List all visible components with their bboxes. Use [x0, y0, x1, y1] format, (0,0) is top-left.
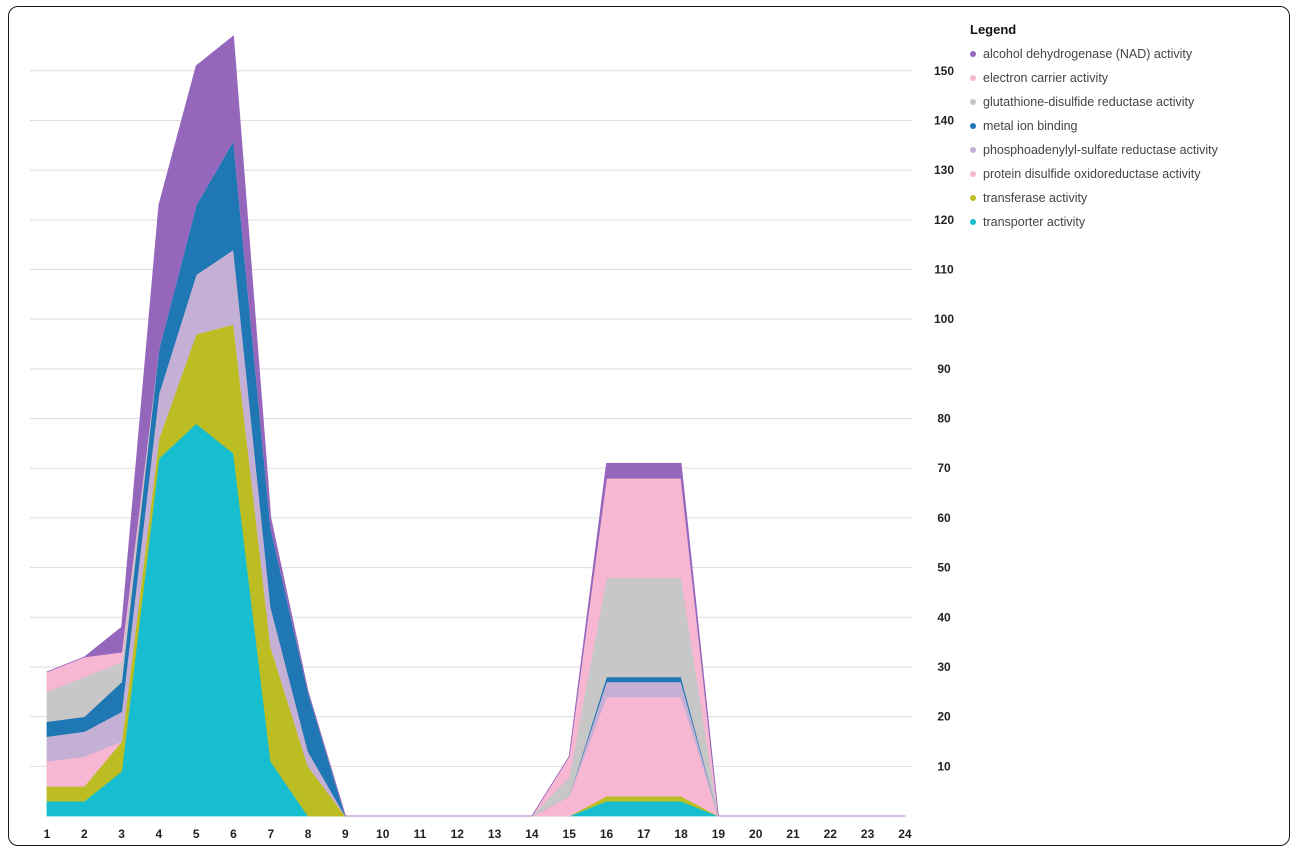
x-tick-label: 7	[267, 827, 274, 841]
legend-item[interactable]: transporter activity	[970, 210, 1218, 234]
y-tick-label: 130	[934, 163, 954, 177]
y-tick-label: 20	[937, 710, 951, 724]
legend-item[interactable]: phosphoadenylyl-sulfate reductase activi…	[970, 138, 1218, 162]
legend: Legend alcohol dehydrogenase (NAD) activ…	[970, 22, 1218, 234]
x-tick-label: 16	[600, 827, 614, 841]
x-tick-label: 22	[824, 827, 838, 841]
legend-swatch-icon	[970, 147, 976, 153]
legend-swatch-icon	[970, 123, 976, 129]
x-tick-label: 2	[81, 827, 88, 841]
x-tick-label: 3	[118, 827, 125, 841]
legend-item[interactable]: transferase activity	[970, 186, 1218, 210]
x-tick-label: 11	[414, 827, 427, 841]
x-tick-label: 14	[525, 827, 539, 841]
x-tick-label: 6	[230, 827, 237, 841]
legend-label: phosphoadenylyl-sulfate reductase activi…	[983, 143, 1218, 157]
y-tick-label: 140	[934, 113, 954, 127]
y-tick-label: 120	[934, 213, 954, 227]
y-tick-label: 40	[937, 610, 951, 624]
legend-swatch-icon	[970, 51, 976, 57]
x-tick-label: 15	[563, 827, 577, 841]
legend-item[interactable]: glutathione-disulfide reductase activity	[970, 90, 1218, 114]
y-tick-label: 70	[937, 461, 951, 475]
legend-item[interactable]: alcohol dehydrogenase (NAD) activity	[970, 42, 1218, 66]
x-tick-label: 20	[749, 827, 763, 841]
y-tick-label: 30	[937, 660, 951, 674]
x-tick-label: 1	[44, 827, 51, 841]
legend-item[interactable]: electron carrier activity	[970, 66, 1218, 90]
x-tick-label: 8	[305, 827, 312, 841]
x-axis-ticks: 1 2 3 4 5 6 7 8 9 10 11 12 13 14 15 16 17 18 19 20 21 22 23 24	[44, 827, 912, 841]
legend-swatch-icon	[970, 75, 976, 81]
legend-label: transferase activity	[983, 191, 1088, 205]
y-tick-label: 50	[937, 561, 951, 575]
series-areas	[46, 35, 906, 817]
x-tick-label: 5	[193, 827, 200, 841]
x-tick-label: 4	[156, 827, 163, 841]
legend-label: metal ion binding	[983, 119, 1078, 133]
x-tick-label: 24	[898, 827, 912, 841]
legend-swatch-icon	[970, 219, 976, 225]
legend-item[interactable]: metal ion binding	[970, 114, 1218, 138]
x-tick-label: 12	[451, 827, 465, 841]
x-tick-label: 18	[674, 827, 688, 841]
y-axis-ticks: 10 20 30 40 50 60 70 80 90 100 110 120 130 140 150	[934, 64, 954, 774]
legend-items: alcohol dehydrogenase (NAD) activity elec…	[970, 42, 1218, 234]
legend-swatch-icon	[970, 195, 976, 201]
legend-swatch-icon	[970, 99, 976, 105]
area-transporter-activity	[46, 423, 906, 817]
x-tick-label: 21	[786, 827, 800, 841]
x-tick-label: 19	[712, 827, 726, 841]
legend-item[interactable]: protein disulfide oxidoreductase activit…	[970, 162, 1218, 186]
legend-label: transporter activity	[983, 215, 1086, 229]
y-tick-label: 100	[934, 312, 954, 326]
legend-label: alcohol dehydrogenase (NAD) activity	[983, 47, 1193, 61]
legend-label: glutathione-disulfide reductase activity	[983, 95, 1195, 109]
y-tick-label: 60	[937, 511, 951, 525]
legend-swatch-icon	[970, 171, 976, 177]
y-tick-label: 150	[934, 64, 954, 78]
y-tick-label: 80	[937, 412, 951, 426]
x-tick-label: 13	[488, 827, 502, 841]
legend-label: electron carrier activity	[983, 71, 1109, 85]
x-tick-label: 9	[342, 827, 349, 841]
y-tick-label: 10	[937, 759, 951, 773]
legend-title: Legend	[970, 22, 1017, 37]
legend-label: protein disulfide oxidoreductase activit…	[983, 167, 1201, 181]
y-tick-label: 90	[937, 362, 951, 376]
y-tick-label: 110	[934, 263, 954, 277]
x-tick-label: 10	[376, 827, 390, 841]
x-tick-label: 17	[637, 827, 651, 841]
area-alcohol-dehydrogenase-nad-activity	[46, 35, 906, 817]
x-tick-label: 23	[861, 827, 875, 841]
